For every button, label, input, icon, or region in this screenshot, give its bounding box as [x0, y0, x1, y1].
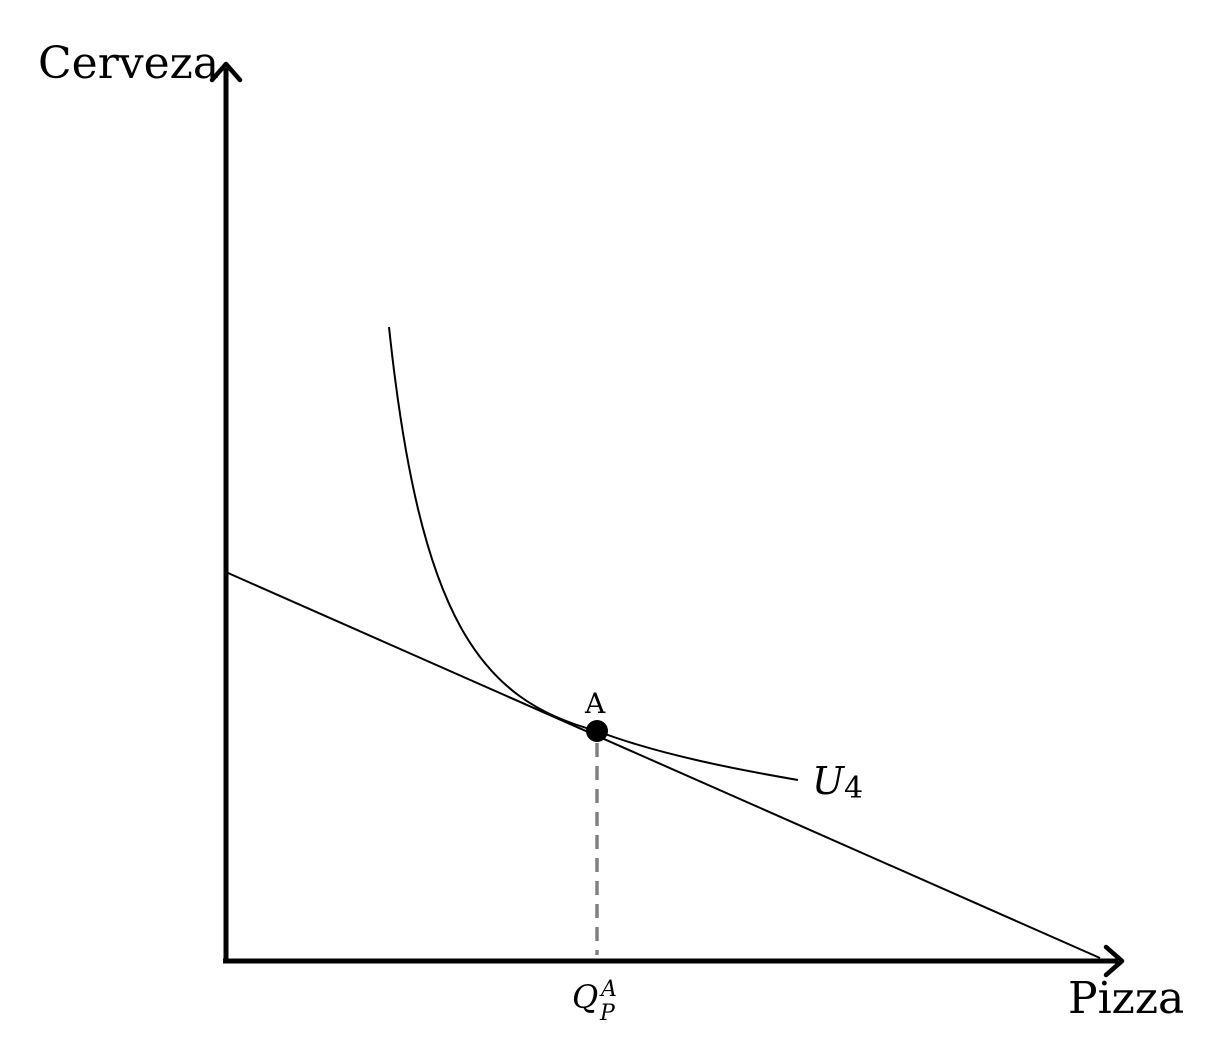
tick-label-subscript: P	[599, 1001, 616, 1026]
x-axis-arrow	[1103, 944, 1125, 978]
curve-label-subscript: 4	[844, 771, 863, 806]
tangency-point-marker	[586, 720, 608, 742]
curve-label: U4	[812, 759, 863, 806]
x-tick-superscript-text: A	[599, 977, 617, 1002]
y-axis-arrow	[209, 61, 243, 83]
point-label: A	[584, 687, 606, 720]
x-tick-label: Q	[572, 978, 598, 1016]
curve-label-base: U	[812, 759, 846, 803]
indifference-curve	[388, 326, 799, 781]
budget-line	[227, 572, 1101, 959]
x-tick-subscript-text: P	[599, 1001, 616, 1026]
tick-label-base: Q	[572, 978, 598, 1016]
x-axis-label: Pizza	[1068, 973, 1184, 1024]
y-axis-label: Cerveza	[38, 38, 219, 89]
tick-label-superscript: A	[599, 977, 617, 1002]
